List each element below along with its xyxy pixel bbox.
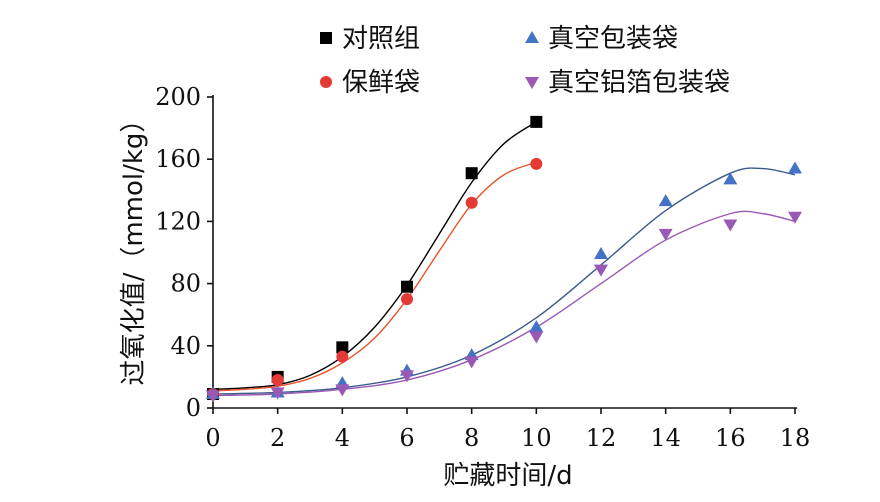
data-point — [465, 167, 478, 180]
data-point — [658, 228, 673, 241]
x-tick-label: 0 — [205, 424, 220, 452]
data-point — [336, 341, 349, 354]
data-point — [530, 157, 543, 170]
data-point — [400, 370, 414, 383]
x-tick-label: 4 — [335, 424, 350, 452]
data-point — [529, 331, 544, 344]
data-point — [401, 293, 413, 306]
fit-curve-1 — [212, 121, 537, 391]
data-point — [723, 172, 738, 185]
legend-label: 对照组 — [342, 24, 420, 54]
legend-marker — [525, 77, 539, 89]
legend-marker — [525, 31, 539, 43]
data-point — [206, 390, 220, 403]
legend-label: 真空包装袋 — [548, 24, 678, 54]
x-tick-label: 18 — [780, 424, 811, 452]
data-point — [270, 387, 285, 400]
x-tick-label: 12 — [586, 424, 617, 452]
fit-curve-4 — [212, 210, 796, 397]
y-tick-label: 40 — [170, 332, 201, 360]
x-tick-label: 14 — [650, 424, 681, 452]
fit-curves — [212, 121, 796, 397]
data-point — [336, 350, 349, 363]
y-tick-label: 80 — [170, 270, 201, 298]
x-tick-label: 6 — [399, 424, 414, 452]
data-point — [271, 374, 284, 387]
data-point — [594, 247, 608, 260]
x-tick-label: 8 — [464, 424, 479, 452]
x-tick-label: 16 — [715, 424, 746, 452]
x-axis-label: 贮藏时间/d — [443, 461, 572, 491]
legend-marker — [320, 32, 332, 44]
data-point — [465, 196, 478, 209]
fit-curve-2 — [212, 161, 537, 392]
y-tick-label: 0 — [186, 394, 201, 422]
legend-label: 真空铝箔包装袋 — [548, 68, 730, 98]
y-axis-label: 过氧化值/（mmol/kg） — [119, 107, 149, 386]
data-point — [464, 356, 479, 369]
data-point — [594, 264, 608, 277]
y-tick-label: 200 — [155, 83, 201, 111]
data-point — [530, 115, 543, 128]
data-points — [206, 115, 802, 403]
fit-curve-3 — [212, 167, 796, 395]
x-tick-label: 10 — [521, 424, 552, 452]
data-point — [723, 219, 738, 232]
data-point — [335, 384, 350, 397]
legend-marker — [320, 76, 332, 88]
axes: 0 2 4 6 8 10 12 14 16 18 0 40 80 120 160 200 — [155, 83, 810, 452]
data-point — [529, 320, 544, 333]
data-point — [788, 211, 802, 224]
data-point — [658, 194, 673, 207]
y-tick-label: 160 — [155, 145, 201, 173]
data-point — [401, 280, 413, 293]
y-tick-label: 120 — [155, 207, 201, 235]
x-tick-label: 2 — [270, 424, 285, 452]
legend-label: 保鲜袋 — [342, 68, 420, 98]
data-point — [788, 161, 802, 174]
